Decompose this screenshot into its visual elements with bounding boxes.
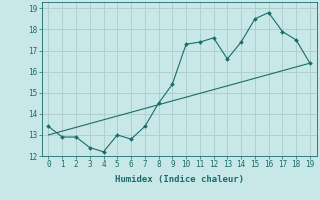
X-axis label: Humidex (Indice chaleur): Humidex (Indice chaleur) (115, 175, 244, 184)
